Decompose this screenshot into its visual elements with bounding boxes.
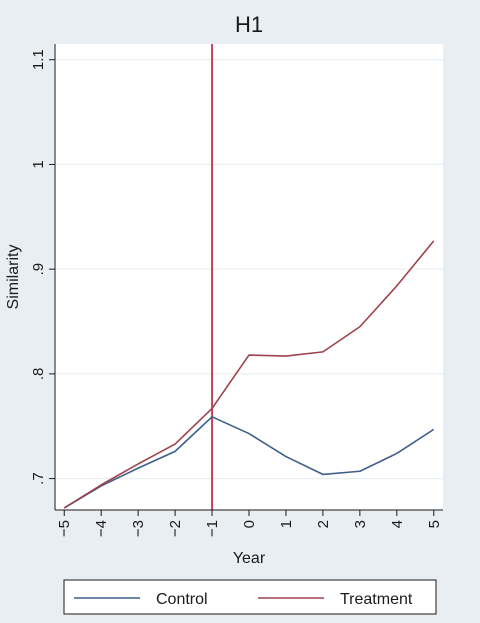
x-tick-label: −1 xyxy=(204,520,221,537)
plot-area xyxy=(55,44,443,510)
legend-label-treatment: Treatment xyxy=(340,591,413,608)
y-axis-label: Similarity xyxy=(5,245,22,310)
y-tick-label: 1 xyxy=(30,160,47,168)
x-tick-label: 2 xyxy=(315,520,332,528)
series-line-treatment xyxy=(63,240,435,509)
y-tick-label: 1.1 xyxy=(30,49,47,70)
legend-box xyxy=(63,579,437,615)
chart-title: H1 xyxy=(235,12,263,37)
x-tick-label: 3 xyxy=(352,520,369,528)
y-tick-label: .9 xyxy=(30,263,47,276)
x-tick-label: 1 xyxy=(278,520,295,528)
x-axis-label: Year xyxy=(233,550,266,567)
x-tick-label: 5 xyxy=(426,520,443,528)
x-axis-ticks: −5 −4 −3 −2 −1 0 1 2 3 4 5 xyxy=(56,510,443,537)
legend-label-control: Control xyxy=(156,591,208,608)
x-tick-label: 0 xyxy=(241,520,258,528)
y-axis-ticks: .7 .8 .9 1 1.1 xyxy=(30,49,55,485)
y-tick-label: .7 xyxy=(30,472,47,485)
grid xyxy=(55,59,443,480)
x-tick-label: −3 xyxy=(130,520,147,537)
series-line-control xyxy=(63,415,435,509)
x-tick-label: −5 xyxy=(56,520,73,537)
x-tick-label: −4 xyxy=(93,520,110,537)
y-tick-label: .8 xyxy=(30,368,47,381)
x-tick-label: 4 xyxy=(389,520,406,528)
x-tick-label: −2 xyxy=(167,520,184,537)
series-group xyxy=(63,240,435,509)
